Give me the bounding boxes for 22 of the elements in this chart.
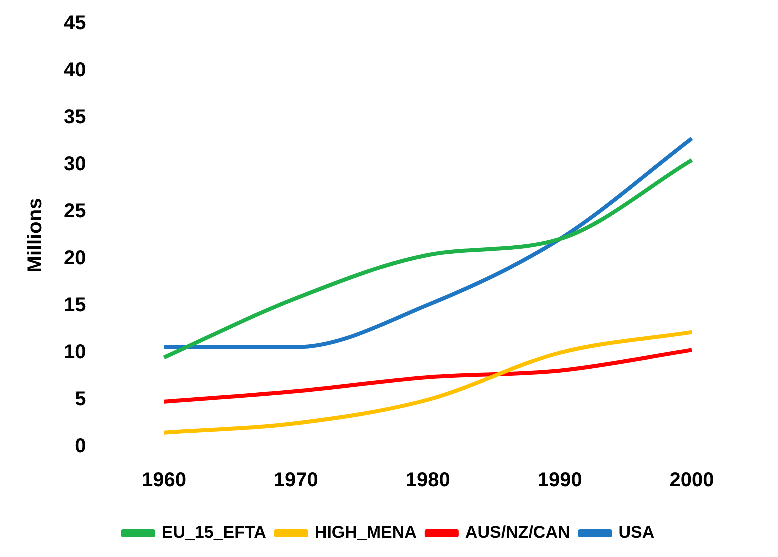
y-tick-label: 15 bbox=[64, 294, 86, 317]
x-tick-label: 1960 bbox=[142, 470, 186, 492]
y-tick-label: 25 bbox=[64, 200, 86, 223]
y-tick-label: 45 bbox=[64, 12, 86, 35]
y-tick-label: 35 bbox=[64, 106, 86, 129]
line-series bbox=[162, 348, 694, 404]
y-axis-title: Millions bbox=[24, 198, 47, 273]
x-tick-label: 1990 bbox=[538, 470, 582, 492]
x-tick-label: 1980 bbox=[406, 470, 450, 492]
y-tick-label: 20 bbox=[64, 248, 86, 270]
y-tick-label: 30 bbox=[64, 154, 86, 176]
y-tick-label: 5 bbox=[75, 388, 86, 411]
legend-label: AUS/NZ/CAN bbox=[465, 523, 570, 542]
legend-label: HIGH_MENA bbox=[314, 523, 417, 542]
x-tick-label: 2000 bbox=[670, 470, 714, 492]
y-tick-label: 10 bbox=[64, 342, 86, 364]
line-series bbox=[162, 330, 694, 435]
y-tick-label: 0 bbox=[75, 436, 86, 458]
y-tick-label: 40 bbox=[64, 60, 86, 82]
x-tick-label: 1970 bbox=[274, 470, 318, 492]
legend-label: EU_15_EFTA bbox=[162, 523, 266, 542]
legend-label: USA bbox=[618, 523, 655, 542]
